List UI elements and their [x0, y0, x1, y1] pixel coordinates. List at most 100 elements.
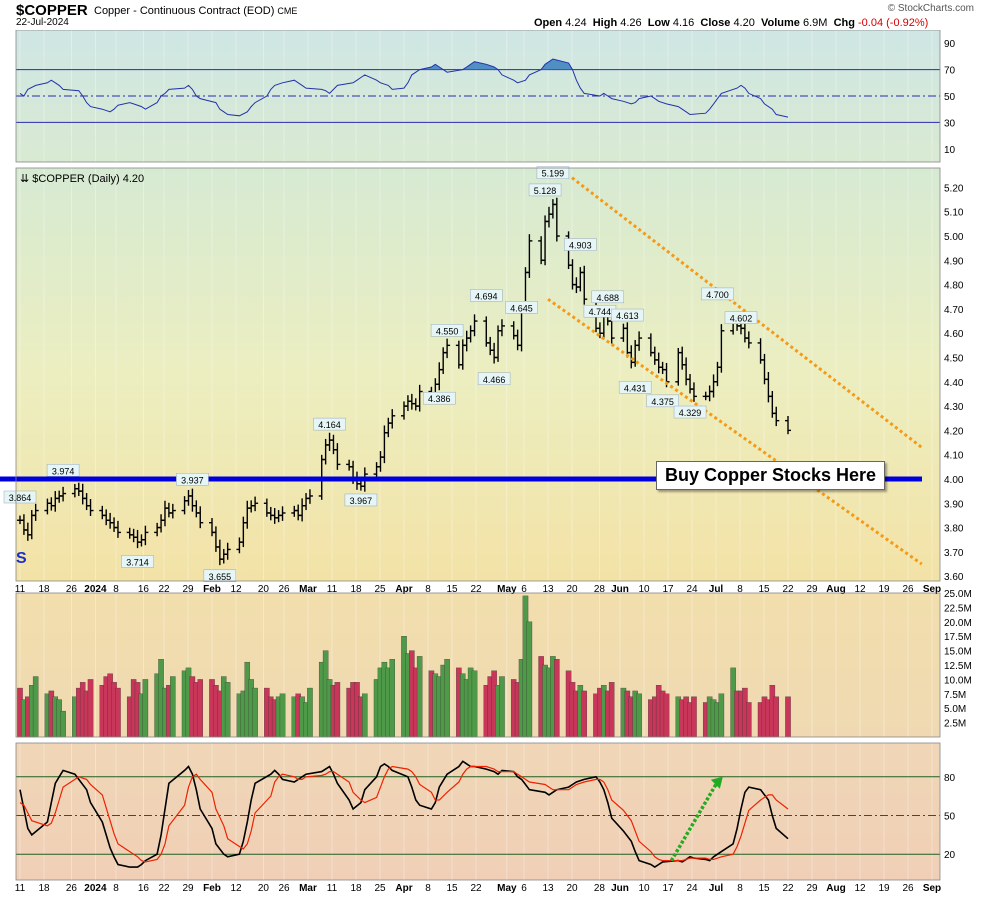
volume-bar	[362, 693, 368, 738]
x-axis-label-bottom: Feb	[203, 883, 221, 894]
volume-tick-label: 12.5M	[944, 661, 972, 672]
price-tick-label: 3.80	[944, 524, 964, 535]
x-axis-label-bottom: 17	[662, 883, 674, 894]
x-axis-label-bottom: Apr	[395, 883, 412, 894]
price-label-text: 4.550	[436, 326, 459, 336]
x-axis-label-bottom: 15	[758, 883, 770, 894]
ohlc-bar	[32, 503, 39, 521]
volume-bar	[663, 693, 670, 738]
panel-border	[15, 742, 941, 881]
price-label-box	[121, 555, 154, 568]
rsi-tick-label: 10	[944, 145, 956, 156]
ohlc-bar	[252, 496, 259, 512]
price-label-text: 4.645	[510, 303, 533, 313]
x-axis-label-top: 15	[446, 584, 458, 595]
rsi-tick-label: 50	[944, 92, 956, 103]
panel-border	[15, 29, 941, 163]
x-axis-label-bottom: 25	[374, 883, 386, 894]
x-axis-label-top: 26	[278, 584, 290, 595]
ohlc-bar	[142, 525, 149, 546]
stochastic-panel-bg	[16, 743, 940, 880]
rsi-line	[19, 58, 789, 118]
x-axis-label-bottom: 15	[446, 883, 458, 894]
x-axis-label-top: 22	[158, 584, 170, 595]
ohlc-bar	[224, 542, 231, 560]
stochastic-tick-label: 50	[944, 812, 956, 823]
x-axis-label-bottom: 6	[521, 883, 527, 894]
x-axis-label-top: Apr	[395, 584, 412, 595]
volume-tick-label: 20.0M	[944, 618, 972, 629]
price-tick-label: 4.80	[944, 281, 964, 292]
volume-bar	[746, 702, 752, 738]
ohlc-bar	[636, 331, 643, 351]
exchange-text: CME	[277, 6, 298, 16]
ohlc-bar	[444, 338, 451, 359]
price-label: 3.974	[46, 464, 80, 477]
price-label: 4.903	[564, 238, 597, 251]
price-label: 4.431	[618, 381, 652, 394]
x-axis-label-bottom: 11	[15, 883, 26, 894]
x-axis-label-top: 11	[15, 584, 26, 595]
channel-lower-line	[547, 297, 923, 566]
x-axis-label-bottom: 18	[350, 883, 362, 894]
price-label-box	[528, 183, 562, 197]
buy-callout: Buy Copper Stocks Here	[656, 461, 885, 490]
x-axis-label-top: 18	[38, 584, 50, 595]
stochastic-k-line	[19, 760, 789, 869]
x-axis-label-bottom: Aug	[826, 883, 845, 894]
x-axis-label-bottom: 12	[854, 883, 866, 894]
x-axis-label-top: 20	[566, 584, 578, 595]
x-axis-label-top: 29	[806, 584, 818, 595]
price-label-box	[203, 569, 237, 583]
price-label-text: 5.128	[534, 186, 557, 196]
price-label: 4.645	[505, 301, 538, 314]
ohlc-bar	[773, 406, 780, 427]
close-label: Close	[700, 17, 731, 29]
price-tick-label: 4.00	[944, 475, 964, 486]
price-label: 4.688	[591, 290, 625, 304]
x-axis-label-top: 15	[758, 584, 770, 595]
volume-bar	[608, 682, 615, 738]
price-label-box	[673, 405, 707, 419]
price-label-box	[477, 372, 511, 386]
price-label: 4.386	[423, 391, 456, 405]
price-label-box	[430, 324, 464, 337]
x-axis-label-bottom: Sep	[923, 883, 941, 894]
volume-bar	[279, 693, 286, 738]
price-label: 5.199	[536, 166, 570, 179]
x-axis-label-top: 6	[521, 584, 527, 595]
x-axis-label-top: Aug	[826, 584, 845, 595]
description-text: Copper - Continuous Contract (EOD)	[94, 5, 275, 17]
price-label-text: 3.655	[209, 572, 232, 582]
price-tick-label: 4.60	[944, 329, 964, 340]
volume-bar	[691, 696, 697, 738]
x-axis-label-top: 13	[542, 584, 554, 595]
ohlc-bar	[553, 197, 560, 242]
x-axis-label-top: 11	[327, 584, 338, 595]
price-label-box	[564, 238, 597, 251]
x-axis-label-top: Feb	[203, 584, 221, 595]
volume-tick-label: 17.5M	[944, 632, 972, 643]
x-axis-label-bottom: 28	[594, 883, 606, 894]
price-label-box	[611, 308, 644, 322]
ohlc-bar	[334, 443, 341, 470]
ohlc-bar	[690, 382, 697, 402]
price-label: 4.550	[430, 324, 464, 337]
volume-bar	[499, 676, 505, 738]
volume-tick-label: 25.0M	[944, 589, 972, 600]
x-axis-label-bottom: Jul	[709, 883, 724, 894]
price-label-box	[618, 381, 652, 394]
price-label-box	[313, 417, 346, 431]
price-label-text: 4.602	[730, 314, 753, 324]
panel-border	[15, 592, 941, 738]
open-label: Open	[534, 17, 563, 29]
price-label-box	[724, 311, 758, 324]
volume-bar	[142, 679, 149, 738]
ohlc-readout: Open 4.24 High 4.26 Low 4.16 Close 4.20 …	[534, 17, 928, 29]
x-axis-label-bottom: 8	[737, 883, 743, 894]
price-label: 3.864	[3, 490, 37, 504]
ohlc-bar	[279, 506, 286, 521]
volume-value: 6.9M	[802, 17, 828, 29]
price-tick-label: 3.90	[944, 499, 964, 510]
ohlc-bars	[17, 197, 791, 566]
